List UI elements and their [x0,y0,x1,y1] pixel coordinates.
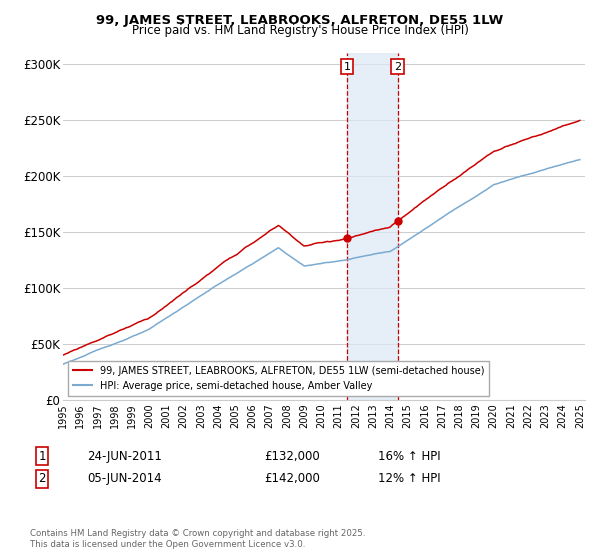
Text: 1: 1 [38,450,46,463]
Text: £132,000: £132,000 [264,450,320,463]
Text: 2: 2 [394,62,401,72]
Text: 05-JUN-2014: 05-JUN-2014 [87,472,161,486]
Text: 99, JAMES STREET, LEABROOKS, ALFRETON, DE55 1LW: 99, JAMES STREET, LEABROOKS, ALFRETON, D… [97,14,503,27]
Text: 1: 1 [343,62,350,72]
Text: 24-JUN-2011: 24-JUN-2011 [87,450,162,463]
Bar [347,53,398,400]
Text: 2: 2 [38,472,46,486]
Legend: 99, JAMES STREET, LEABROOKS, ALFRETON, DE55 1LW (semi-detached house), HPI: Aver: 99, JAMES STREET, LEABROOKS, ALFRETON, D… [68,361,490,395]
Text: 16% ↑ HPI: 16% ↑ HPI [378,450,440,463]
Text: Price paid vs. HM Land Registry's House Price Index (HPI): Price paid vs. HM Land Registry's House … [131,24,469,37]
Text: £142,000: £142,000 [264,472,320,486]
Text: 12% ↑ HPI: 12% ↑ HPI [378,472,440,486]
Text: Contains HM Land Registry data © Crown copyright and database right 2025.
This d: Contains HM Land Registry data © Crown c… [30,529,365,549]
